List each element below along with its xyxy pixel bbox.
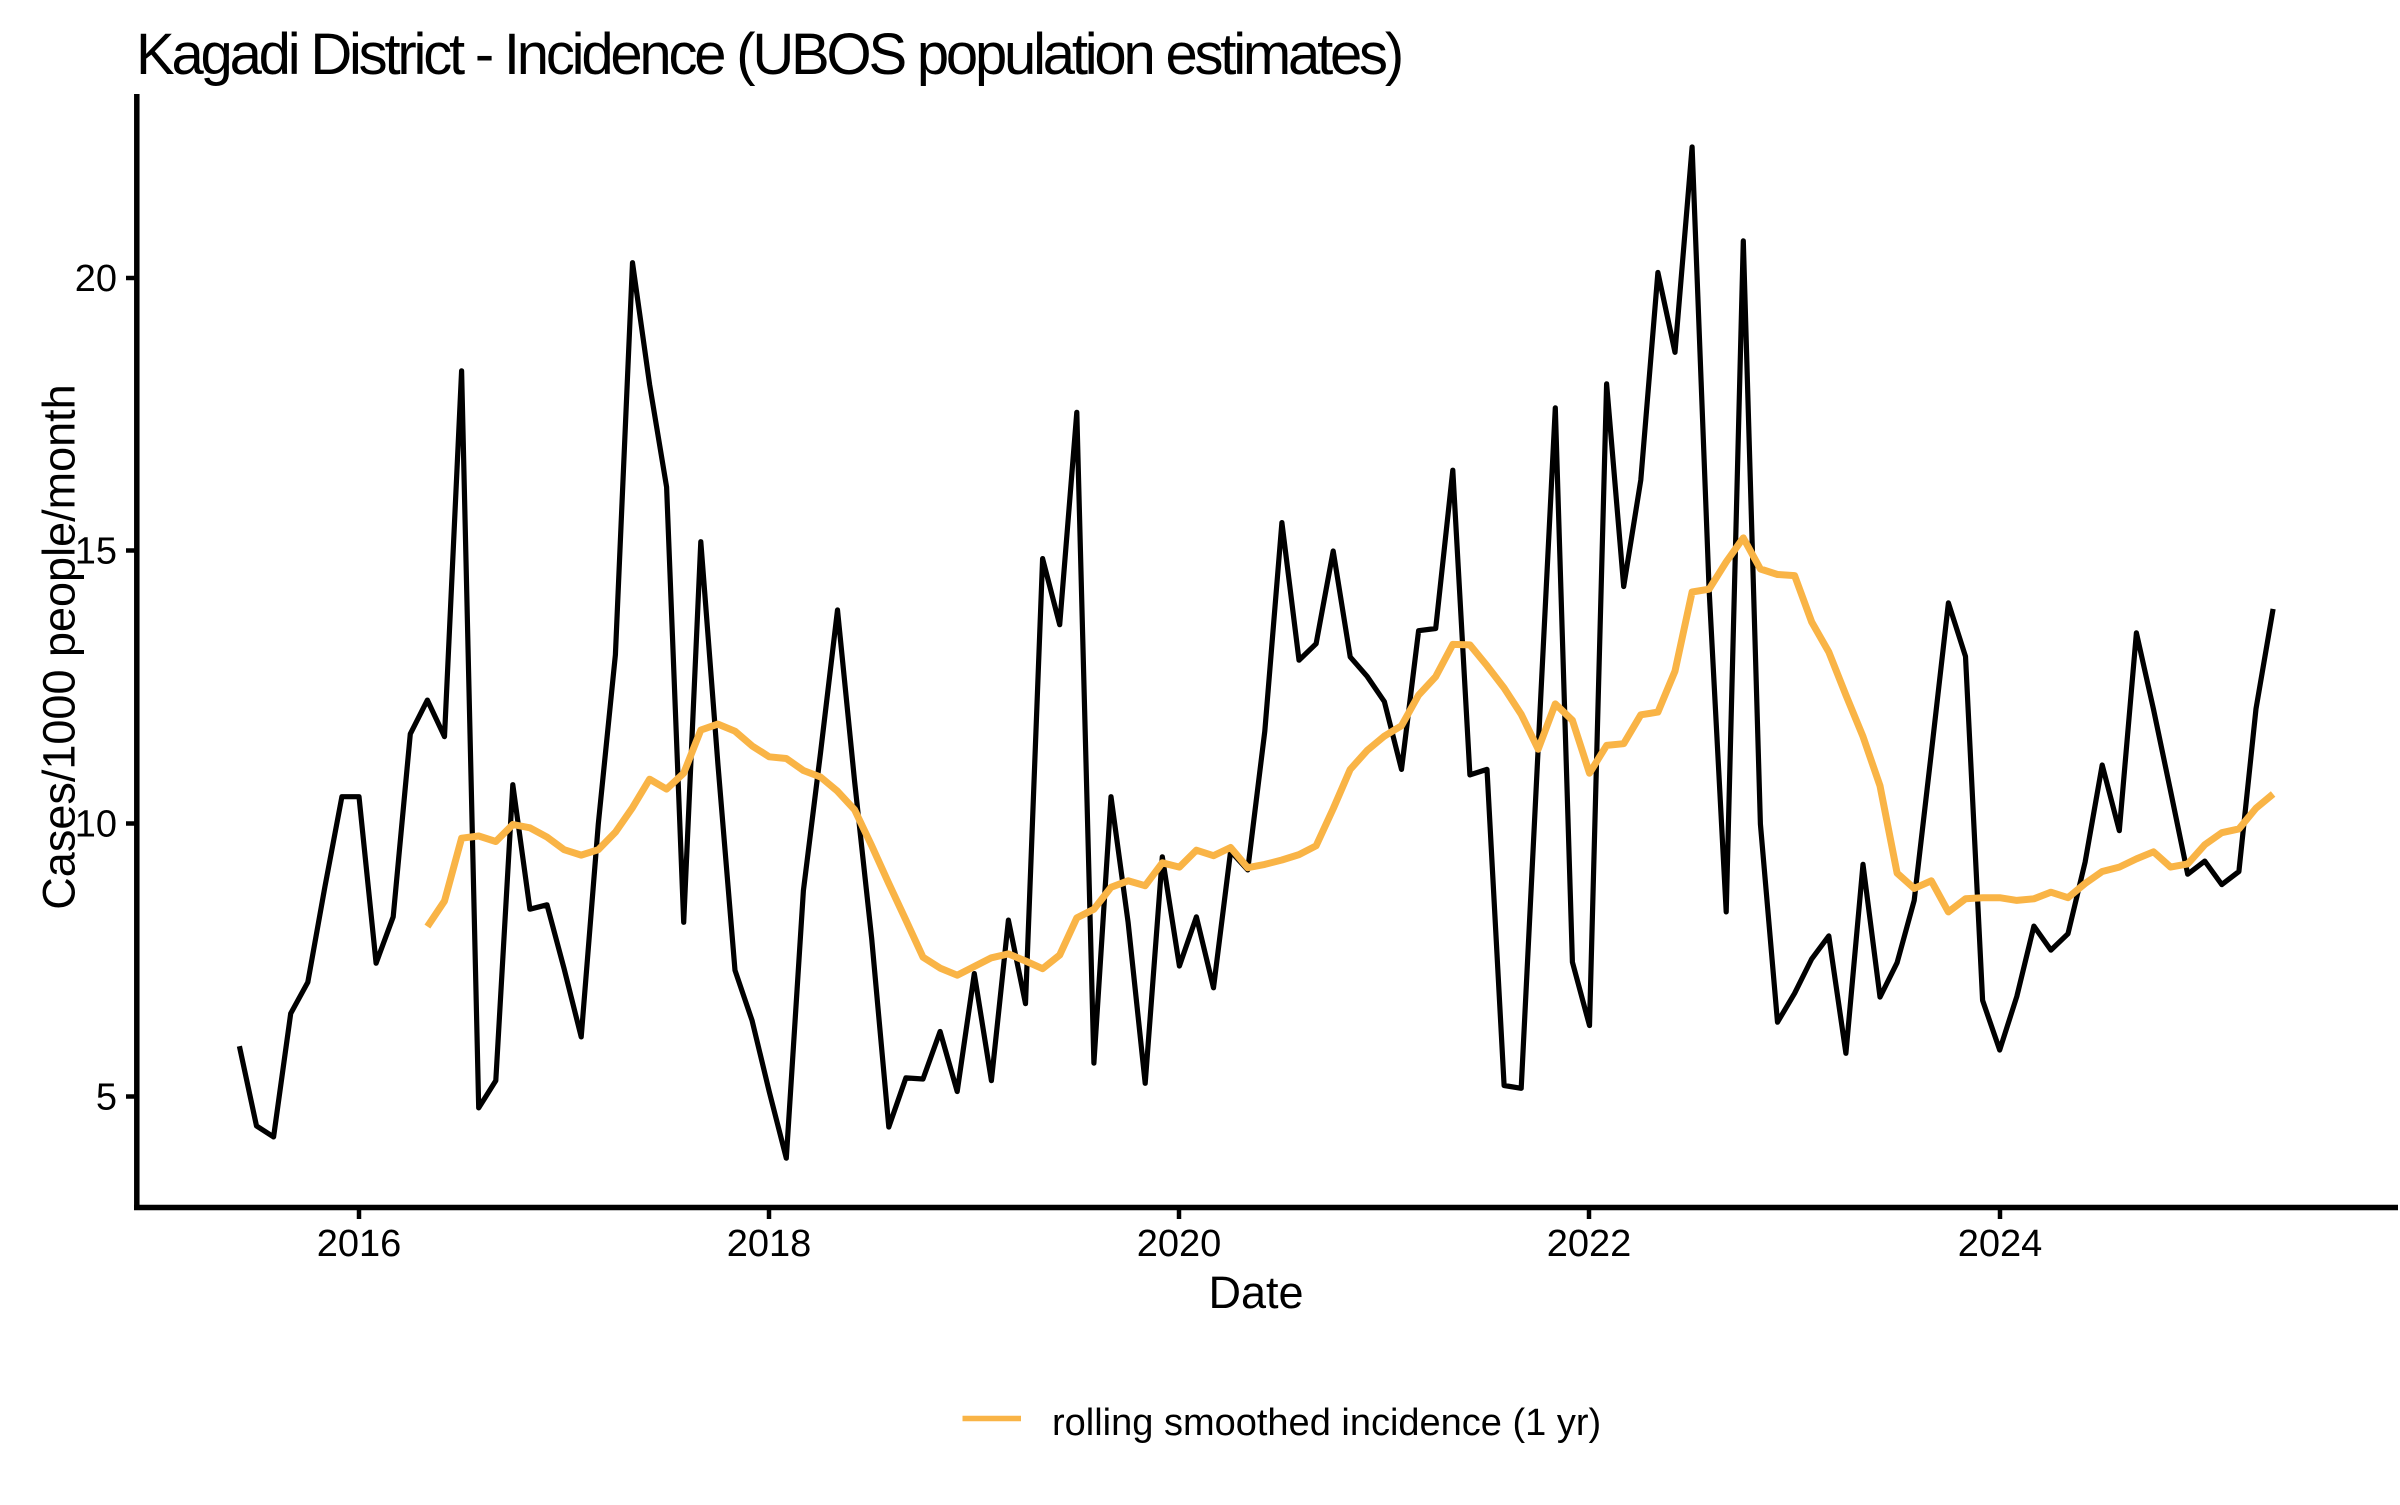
svg-text:Date: Date [1208,1267,1303,1318]
svg-text:5: 5 [96,1077,117,1119]
svg-text:10: 10 [75,804,117,846]
svg-text:2024: 2024 [1958,1223,2043,1265]
svg-text:2018: 2018 [727,1223,812,1265]
svg-text:2022: 2022 [1547,1223,1632,1265]
svg-text:15: 15 [75,531,117,573]
svg-text:2020: 2020 [1137,1223,1222,1265]
svg-text:Kagadi District - Incidence (U: Kagadi District - Incidence (UBOS popula… [136,22,1401,87]
svg-text:Cases/1000 people/month: Cases/1000 people/month [34,384,85,909]
svg-text:2016: 2016 [317,1223,402,1265]
svg-text:rolling smoothed incidence (1: rolling smoothed incidence (1 yr) [1052,1402,1601,1444]
svg-text:20: 20 [75,258,117,300]
